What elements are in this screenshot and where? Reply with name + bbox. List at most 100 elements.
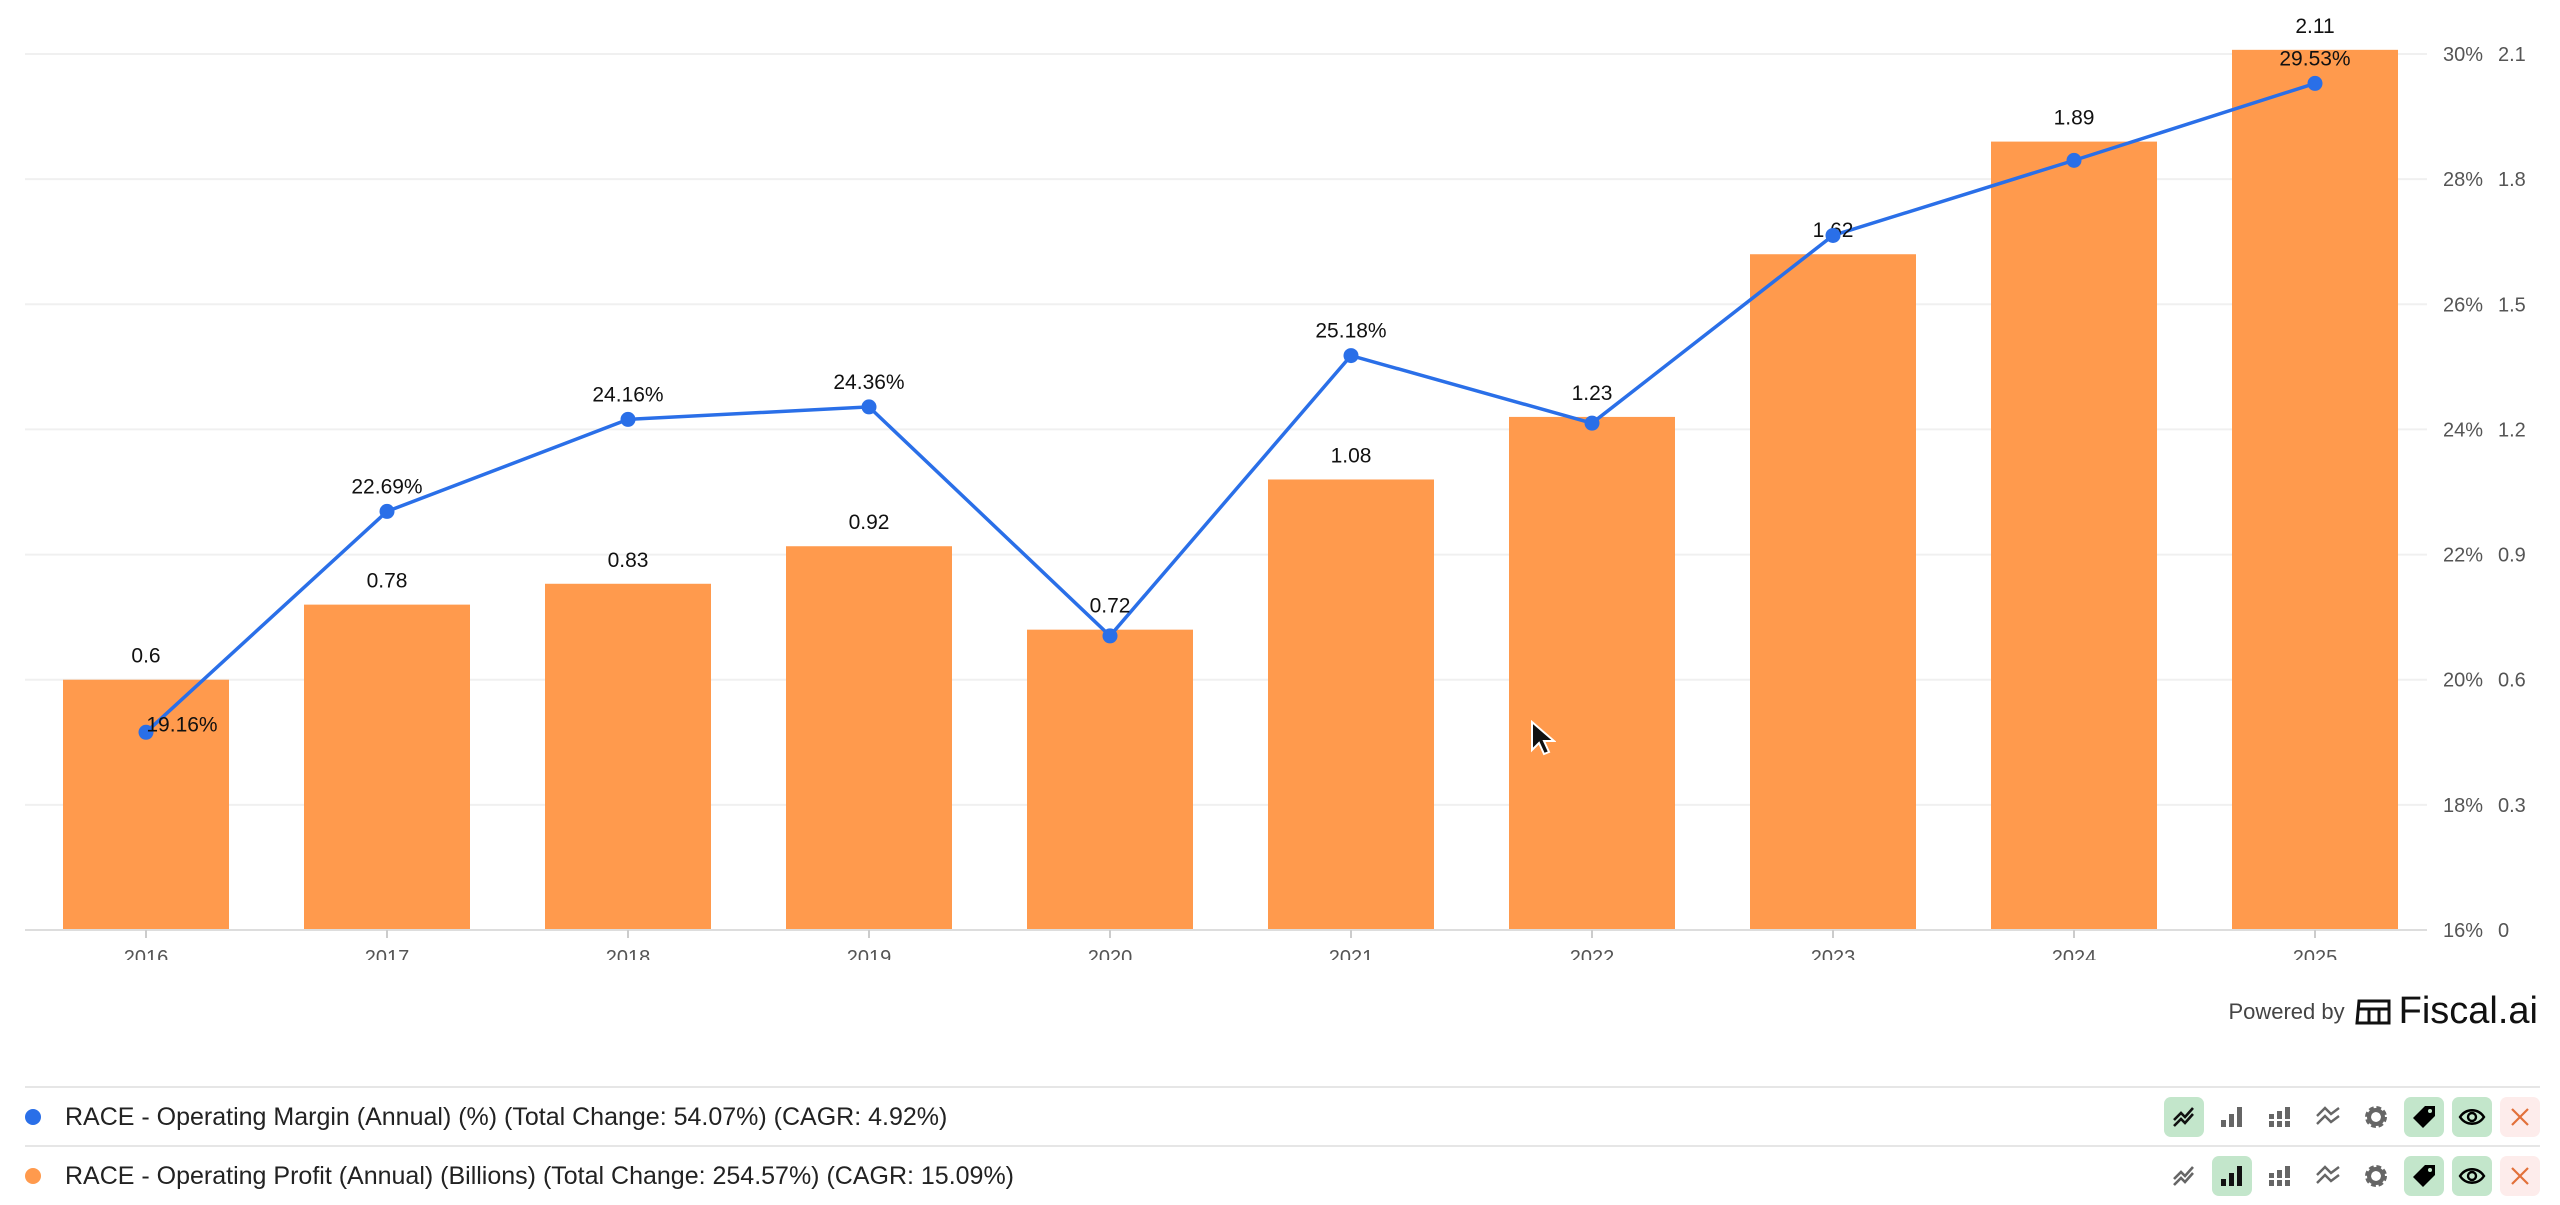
tag-button[interactable] <box>2404 1097 2444 1137</box>
x-tick-label: 2017 <box>365 947 410 960</box>
bar-2025 <box>2232 49 2398 931</box>
x-tick-label: 2021 <box>1329 947 1374 960</box>
bar-data-label: 0.92 <box>849 511 890 534</box>
gear-button[interactable] <box>2356 1156 2396 1196</box>
close-button[interactable] <box>2500 1156 2540 1196</box>
margin-data-label: 22.69% <box>351 475 422 498</box>
margin-point-2018 <box>620 411 636 427</box>
bar-2021 <box>1268 479 1434 930</box>
bar-chart-button[interactable] <box>2212 1156 2252 1196</box>
margin-point-2019 <box>861 399 877 415</box>
x-tick-label: 2019 <box>847 947 892 960</box>
area-chart-button[interactable] <box>2308 1156 2348 1196</box>
gear-icon <box>2365 1106 2387 1128</box>
x-tick-label: 2016 <box>124 947 169 960</box>
x-tick-label: 2018 <box>606 947 651 960</box>
close-icon <box>2511 1167 2529 1185</box>
series-color-dot <box>25 1168 41 1184</box>
tag-button[interactable] <box>2404 1156 2444 1196</box>
powered-by-text: Powered by <box>2228 998 2345 1024</box>
tag-icon <box>2413 1165 2435 1187</box>
x-tick-label: 2022 <box>1570 947 1615 960</box>
margin-point-2021 <box>1343 348 1359 364</box>
x-tick-label: 2024 <box>2052 947 2097 960</box>
bar-data-label: 1.23 <box>1572 382 1613 405</box>
bar-data-label: 0.72 <box>1090 595 1131 618</box>
y-tick-margin: 24% <box>2443 419 2483 441</box>
x-tick-label: 2023 <box>1811 947 1856 960</box>
y-tick-profit: 1.5 <box>2498 294 2526 316</box>
x-tick-label: 2020 <box>1088 947 1133 960</box>
margin-point-2023 <box>1825 227 1841 243</box>
gear-button[interactable] <box>2356 1097 2396 1137</box>
margin-point-2022 <box>1584 415 1600 431</box>
y-tick-margin: 30% <box>2443 44 2483 66</box>
margin-point-2016 <box>138 724 154 740</box>
close-icon <box>2511 1108 2529 1126</box>
bar-data-label: 0.78 <box>367 570 408 593</box>
bar-2022 <box>1509 416 1675 930</box>
bar-2020 <box>1027 629 1193 930</box>
legend-label: RACE - Operating Profit (Annual) (Billio… <box>65 1161 1015 1190</box>
stacked-bar-icon <box>2268 1107 2292 1127</box>
bar-2023 <box>1750 254 1916 930</box>
y-tick-profit: 1.8 <box>2498 169 2526 191</box>
y-tick-profit: 0 <box>2498 920 2509 942</box>
y-tick-profit: 2.1 <box>2498 44 2526 66</box>
x-tick-label: 2025 <box>2293 947 2338 960</box>
stacked-bar-icon <box>2268 1166 2292 1186</box>
margin-data-label: 29.53% <box>2279 47 2350 70</box>
area-chart-icon <box>2316 1106 2340 1125</box>
close-button[interactable] <box>2500 1097 2540 1137</box>
stacked-bar-button[interactable] <box>2260 1097 2300 1137</box>
y-tick-margin: 18% <box>2443 795 2483 817</box>
bar-2017 <box>304 604 470 930</box>
margin-data-label: 19.16% <box>146 713 217 736</box>
y-tick-profit: 0.3 <box>2498 795 2526 817</box>
y-tick-profit: 0.9 <box>2498 545 2526 567</box>
eye-icon <box>2458 1168 2486 1184</box>
line-chart-button[interactable] <box>2164 1097 2204 1137</box>
area-chart-icon <box>2316 1165 2340 1184</box>
margin-point-2024 <box>2066 152 2082 168</box>
mouse-cursor-icon <box>1531 720 1556 756</box>
area-chart-button[interactable] <box>2308 1097 2348 1137</box>
margin-line <box>144 81 2316 734</box>
powered-by[interactable]: Powered by Fiscal.ai <box>2228 990 2538 1033</box>
y-tick-margin: 20% <box>2443 670 2483 692</box>
line-chart-button[interactable] <box>2164 1156 2204 1196</box>
tag-icon <box>2413 1106 2435 1128</box>
y-tick-margin: 22% <box>2443 545 2483 567</box>
eye-button[interactable] <box>2452 1156 2492 1196</box>
line-chart-icon <box>2173 1166 2194 1186</box>
bar-2016 <box>63 679 229 930</box>
bar-data-label: 1.89 <box>2054 107 2095 130</box>
bar-2024 <box>1991 141 2157 931</box>
legend-row-operating-profit[interactable]: RACE - Operating Profit (Annual) (Billio… <box>25 1145 2540 1205</box>
margin-data-label: 25.18% <box>1315 320 1386 343</box>
legend-row-operating-margin[interactable]: RACE - Operating Margin (Annual) (%) (To… <box>25 1086 2540 1146</box>
combo-chart: 16% 0 18% 0.3 20% 0.6 22% 0.9 24% 1.2 26% 1.5 28% 1.8… <box>25 15 2526 960</box>
margin-point-2017 <box>379 503 395 519</box>
line-chart-icon <box>2173 1107 2194 1127</box>
gear-icon <box>2365 1165 2387 1187</box>
eye-button[interactable] <box>2452 1097 2492 1137</box>
stacked-bar-button[interactable] <box>2260 1156 2300 1196</box>
margin-point-2020 <box>1102 628 1118 644</box>
fiscal-logo-icon <box>2354 999 2391 1024</box>
margin-point-2025 <box>2307 75 2323 91</box>
brand-name: Fiscal.ai <box>2398 990 2538 1032</box>
bar-data-label: 2.11 <box>2295 15 2334 38</box>
bar-data-label: 1.08 <box>1331 444 1372 467</box>
eye-icon <box>2458 1109 2486 1125</box>
bar-data-label: 0.83 <box>608 549 649 572</box>
y-tick-margin: 16% <box>2443 920 2483 942</box>
bar-2019 <box>786 546 952 930</box>
bar-chart-button[interactable] <box>2212 1097 2252 1137</box>
series-color-dot <box>25 1109 41 1125</box>
margin-data-label: 24.16% <box>592 383 663 406</box>
bar-2018 <box>545 583 711 930</box>
y-tick-margin: 26% <box>2443 294 2483 316</box>
y-tick-profit: 1.2 <box>2498 419 2526 441</box>
bar-chart-icon <box>2221 1107 2242 1127</box>
